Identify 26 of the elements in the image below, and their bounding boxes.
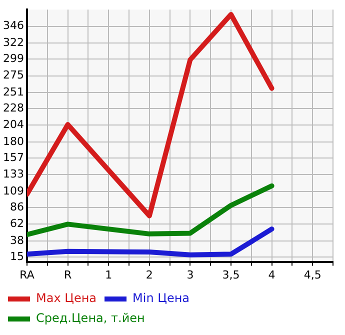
- x-tick-label: 2: [146, 268, 153, 282]
- y-tick-label: 109: [2, 184, 24, 198]
- y-tick-label: 322: [2, 36, 24, 49]
- x-tick-label: R: [64, 268, 72, 282]
- x-tick-label: 4: [268, 268, 276, 282]
- x-tick-label: 3: [186, 268, 194, 282]
- y-tick-label: 38: [10, 234, 24, 247]
- y-tick-label: 275: [2, 68, 24, 82]
- y-tick-label: 157: [2, 150, 24, 164]
- y-tick-label: 180: [2, 134, 24, 148]
- y-tick-label: 299: [2, 52, 24, 65]
- legend-label: Сред.Цена, т.йен: [36, 311, 145, 326]
- x-tick-label: 1: [105, 268, 112, 282]
- y-tick-label: 346: [2, 19, 24, 32]
- y-tick-label: 251: [2, 85, 24, 98]
- y-tick-label: 86: [10, 200, 24, 214]
- x-tick-label: 4,5: [304, 268, 322, 282]
- y-tick-label: 62: [10, 217, 24, 230]
- x-tick-label: RA: [20, 268, 35, 282]
- x-tick-label: 3,5: [222, 268, 240, 282]
- legend-label: Max Цена: [36, 291, 97, 306]
- y-tick-label: 204: [2, 118, 24, 132]
- legend-label: Min Цена: [132, 291, 190, 306]
- y-tick-label: 15: [10, 250, 24, 263]
- y-tick-label: 228: [2, 101, 24, 114]
- y-tick-label: 133: [2, 168, 24, 181]
